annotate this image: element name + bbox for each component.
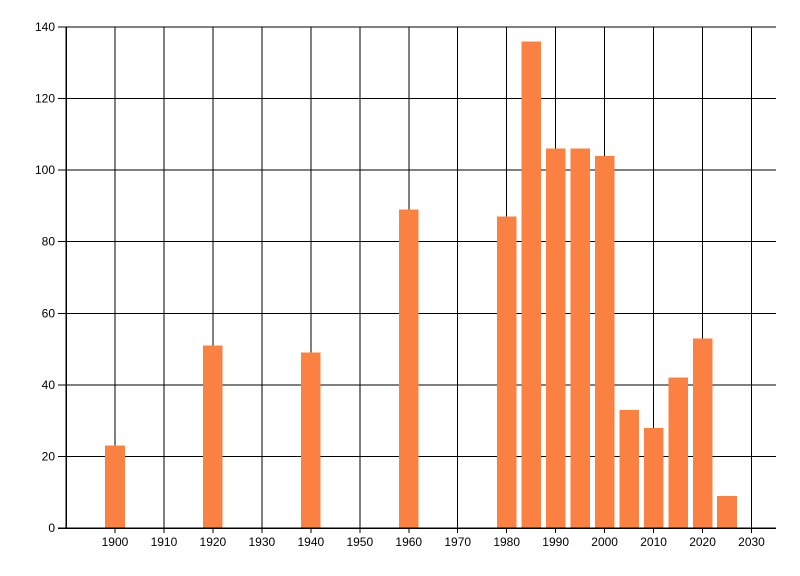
x-tick-label: 1930: [249, 535, 276, 549]
x-tick-label: 1910: [151, 535, 178, 549]
bar: [521, 41, 541, 529]
y-tick-label: 0: [48, 521, 55, 535]
y-tick-label: 100: [35, 163, 55, 177]
y-tick-label: 120: [35, 92, 55, 106]
bar: [203, 345, 223, 528]
bar: [717, 495, 737, 528]
bar: [545, 148, 566, 528]
bar: [692, 338, 713, 528]
bar: [496, 216, 517, 528]
x-tick-label: 1900: [102, 535, 129, 549]
bar: [668, 377, 688, 528]
bar: [105, 445, 125, 528]
x-tick-label: 1990: [542, 535, 569, 549]
x-tick-label: 2000: [591, 535, 618, 549]
x-tick-label: 1950: [346, 535, 373, 549]
x-tick-label: 1940: [297, 535, 324, 549]
x-tick-label: 1960: [395, 535, 422, 549]
x-tick-label: 1920: [200, 535, 227, 549]
x-tick-label: 1970: [444, 535, 471, 549]
bar: [619, 409, 639, 528]
x-tick-label: 2030: [738, 535, 765, 549]
x-tick-label: 2020: [689, 535, 716, 549]
y-tick-label: 140: [35, 20, 55, 34]
y-tick-label: 80: [42, 235, 56, 249]
y-tick-label: 60: [42, 306, 56, 320]
x-tick-label: 1980: [493, 535, 520, 549]
bar: [301, 352, 321, 528]
y-tick-label: 40: [42, 378, 56, 392]
y-tick-label: 20: [42, 449, 56, 463]
bar: [570, 148, 590, 528]
bar: [594, 155, 615, 529]
bar: [643, 427, 664, 528]
x-tick-label: 2010: [640, 535, 667, 549]
bar: [398, 209, 419, 528]
